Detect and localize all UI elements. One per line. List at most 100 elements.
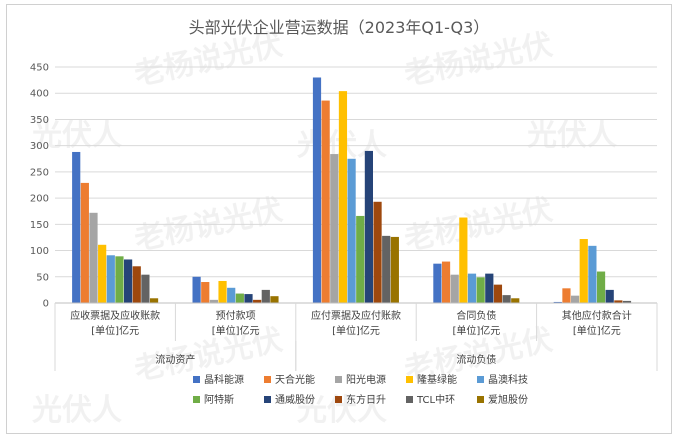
- bar: [511, 298, 520, 303]
- bar: [338, 91, 348, 304]
- chart-svg: 光伏人光伏人光伏人光伏人光伏人老杨说光伏老杨说光伏老杨说光伏老杨说光伏老杨说光伏…: [30, 18, 658, 428]
- bar: [382, 235, 391, 303]
- bar: [80, 182, 89, 303]
- y-tick-label: 200: [30, 194, 49, 205]
- bar: [227, 287, 236, 303]
- y-tick-label: 350: [30, 115, 49, 126]
- legend-swatch: [406, 396, 413, 403]
- bar: [270, 296, 279, 303]
- legend-label: 通威股份: [275, 393, 315, 406]
- bar: [209, 299, 218, 303]
- bar: [502, 295, 511, 303]
- watermark-logo-text: 光伏人: [527, 118, 617, 153]
- bar: [373, 201, 382, 303]
- bar: [72, 151, 81, 303]
- y-tick-label: 300: [30, 141, 49, 152]
- bar: [596, 271, 606, 303]
- watermark-logo-text: 光伏人: [32, 118, 122, 153]
- bar: [321, 100, 330, 303]
- y-tick-label: 450: [30, 63, 49, 74]
- bar: [330, 154, 339, 303]
- legend-label: 晶科能源: [204, 373, 244, 386]
- bar: [467, 273, 477, 303]
- legend-swatch: [477, 396, 484, 403]
- legend-label: 隆基绿能: [417, 373, 457, 386]
- bar: [192, 276, 201, 303]
- bar: [390, 236, 399, 303]
- bar: [433, 263, 442, 303]
- bar: [605, 289, 614, 303]
- watermark-logo-text: 光伏人: [32, 393, 122, 428]
- bar: [235, 293, 244, 303]
- bar: [141, 274, 150, 303]
- y-tick-label: 0: [43, 299, 49, 310]
- group-label: 流动资产: [155, 353, 195, 366]
- legend-swatch: [335, 376, 342, 383]
- bars: [72, 77, 640, 304]
- bar: [493, 284, 503, 303]
- bar: [89, 212, 98, 303]
- y-tick-label: 250: [30, 167, 49, 178]
- legend-swatch: [335, 396, 342, 403]
- category-label: [单位]亿元: [573, 324, 621, 337]
- bar: [614, 300, 623, 303]
- watermark-brand-text: 老杨说光伏: [401, 192, 555, 257]
- category-label: 其他应付款合计: [562, 309, 632, 322]
- bar: [115, 256, 124, 303]
- legend-swatch: [264, 396, 271, 403]
- bar: [588, 245, 597, 303]
- bar: [579, 239, 588, 303]
- legend-label: 东方日升: [346, 393, 386, 406]
- chart-frame: 光伏人光伏人光伏人光伏人光伏人老杨说光伏老杨说光伏老杨说光伏老杨说光伏老杨说光伏…: [6, 4, 672, 434]
- legend-label: 阳光电源: [346, 373, 386, 386]
- category-label: [单位]亿元: [452, 324, 500, 337]
- chart-title: 头部光伏企业营运数据（2023年Q1-Q3）: [189, 18, 490, 37]
- bar: [553, 301, 562, 303]
- bar: [459, 217, 468, 303]
- category-label: [单位]亿元: [91, 324, 139, 337]
- bar: [261, 289, 270, 303]
- bar: [476, 277, 485, 303]
- axes: [54, 302, 658, 371]
- y-tick-label: 100: [30, 246, 49, 257]
- bar: [364, 150, 373, 303]
- category-label: [单位]亿元: [332, 324, 380, 337]
- y-tick-label: 150: [30, 220, 49, 231]
- y-tick-label: 400: [30, 89, 49, 100]
- bar: [450, 274, 459, 303]
- watermark-brand-text: 老杨说光伏: [401, 27, 555, 92]
- category-label: 合同负债: [456, 309, 496, 322]
- group-labels: 流动资产 流动负债: [155, 353, 496, 366]
- bar: [562, 288, 571, 303]
- legend-swatch: [193, 376, 200, 383]
- bar: [124, 259, 133, 303]
- gridlines: [55, 66, 657, 304]
- legend-label: 晶澳科技: [488, 373, 528, 386]
- y-tick-label: 50: [36, 272, 49, 283]
- legend-label: 阿特斯: [204, 393, 234, 406]
- watermark-brand-text: 老杨说光伏: [131, 27, 285, 92]
- bar: [201, 282, 210, 303]
- bar: [253, 299, 262, 303]
- category-label: 预付款项: [216, 309, 256, 322]
- bar: [441, 261, 451, 303]
- bar: [98, 244, 107, 303]
- bar: [244, 294, 253, 303]
- legend-label: TCL中环: [416, 393, 455, 406]
- bar: [132, 266, 141, 303]
- bar: [106, 255, 115, 303]
- bar: [218, 280, 227, 303]
- legend-label: 爱旭股份: [488, 393, 528, 406]
- watermark-brand-text: 老杨说光伏: [131, 192, 285, 257]
- category-label: [单位]亿元: [212, 324, 260, 337]
- legend-swatch: [264, 376, 271, 383]
- legend-swatch: [406, 376, 413, 383]
- legend-swatch: [193, 396, 200, 403]
- bar: [622, 300, 632, 303]
- bar: [347, 158, 356, 303]
- category-label: 应付票据及应付账款: [311, 309, 401, 322]
- category-labels: 应收票据及应收账款[单位]亿元预付款项[单位]亿元应付票据及应付账款[单位]亿元…: [70, 309, 632, 337]
- group-label: 流动负债: [456, 353, 496, 366]
- y-axis-ticks: 0 50 100 150 200 250 300 350 400 450: [30, 63, 49, 310]
